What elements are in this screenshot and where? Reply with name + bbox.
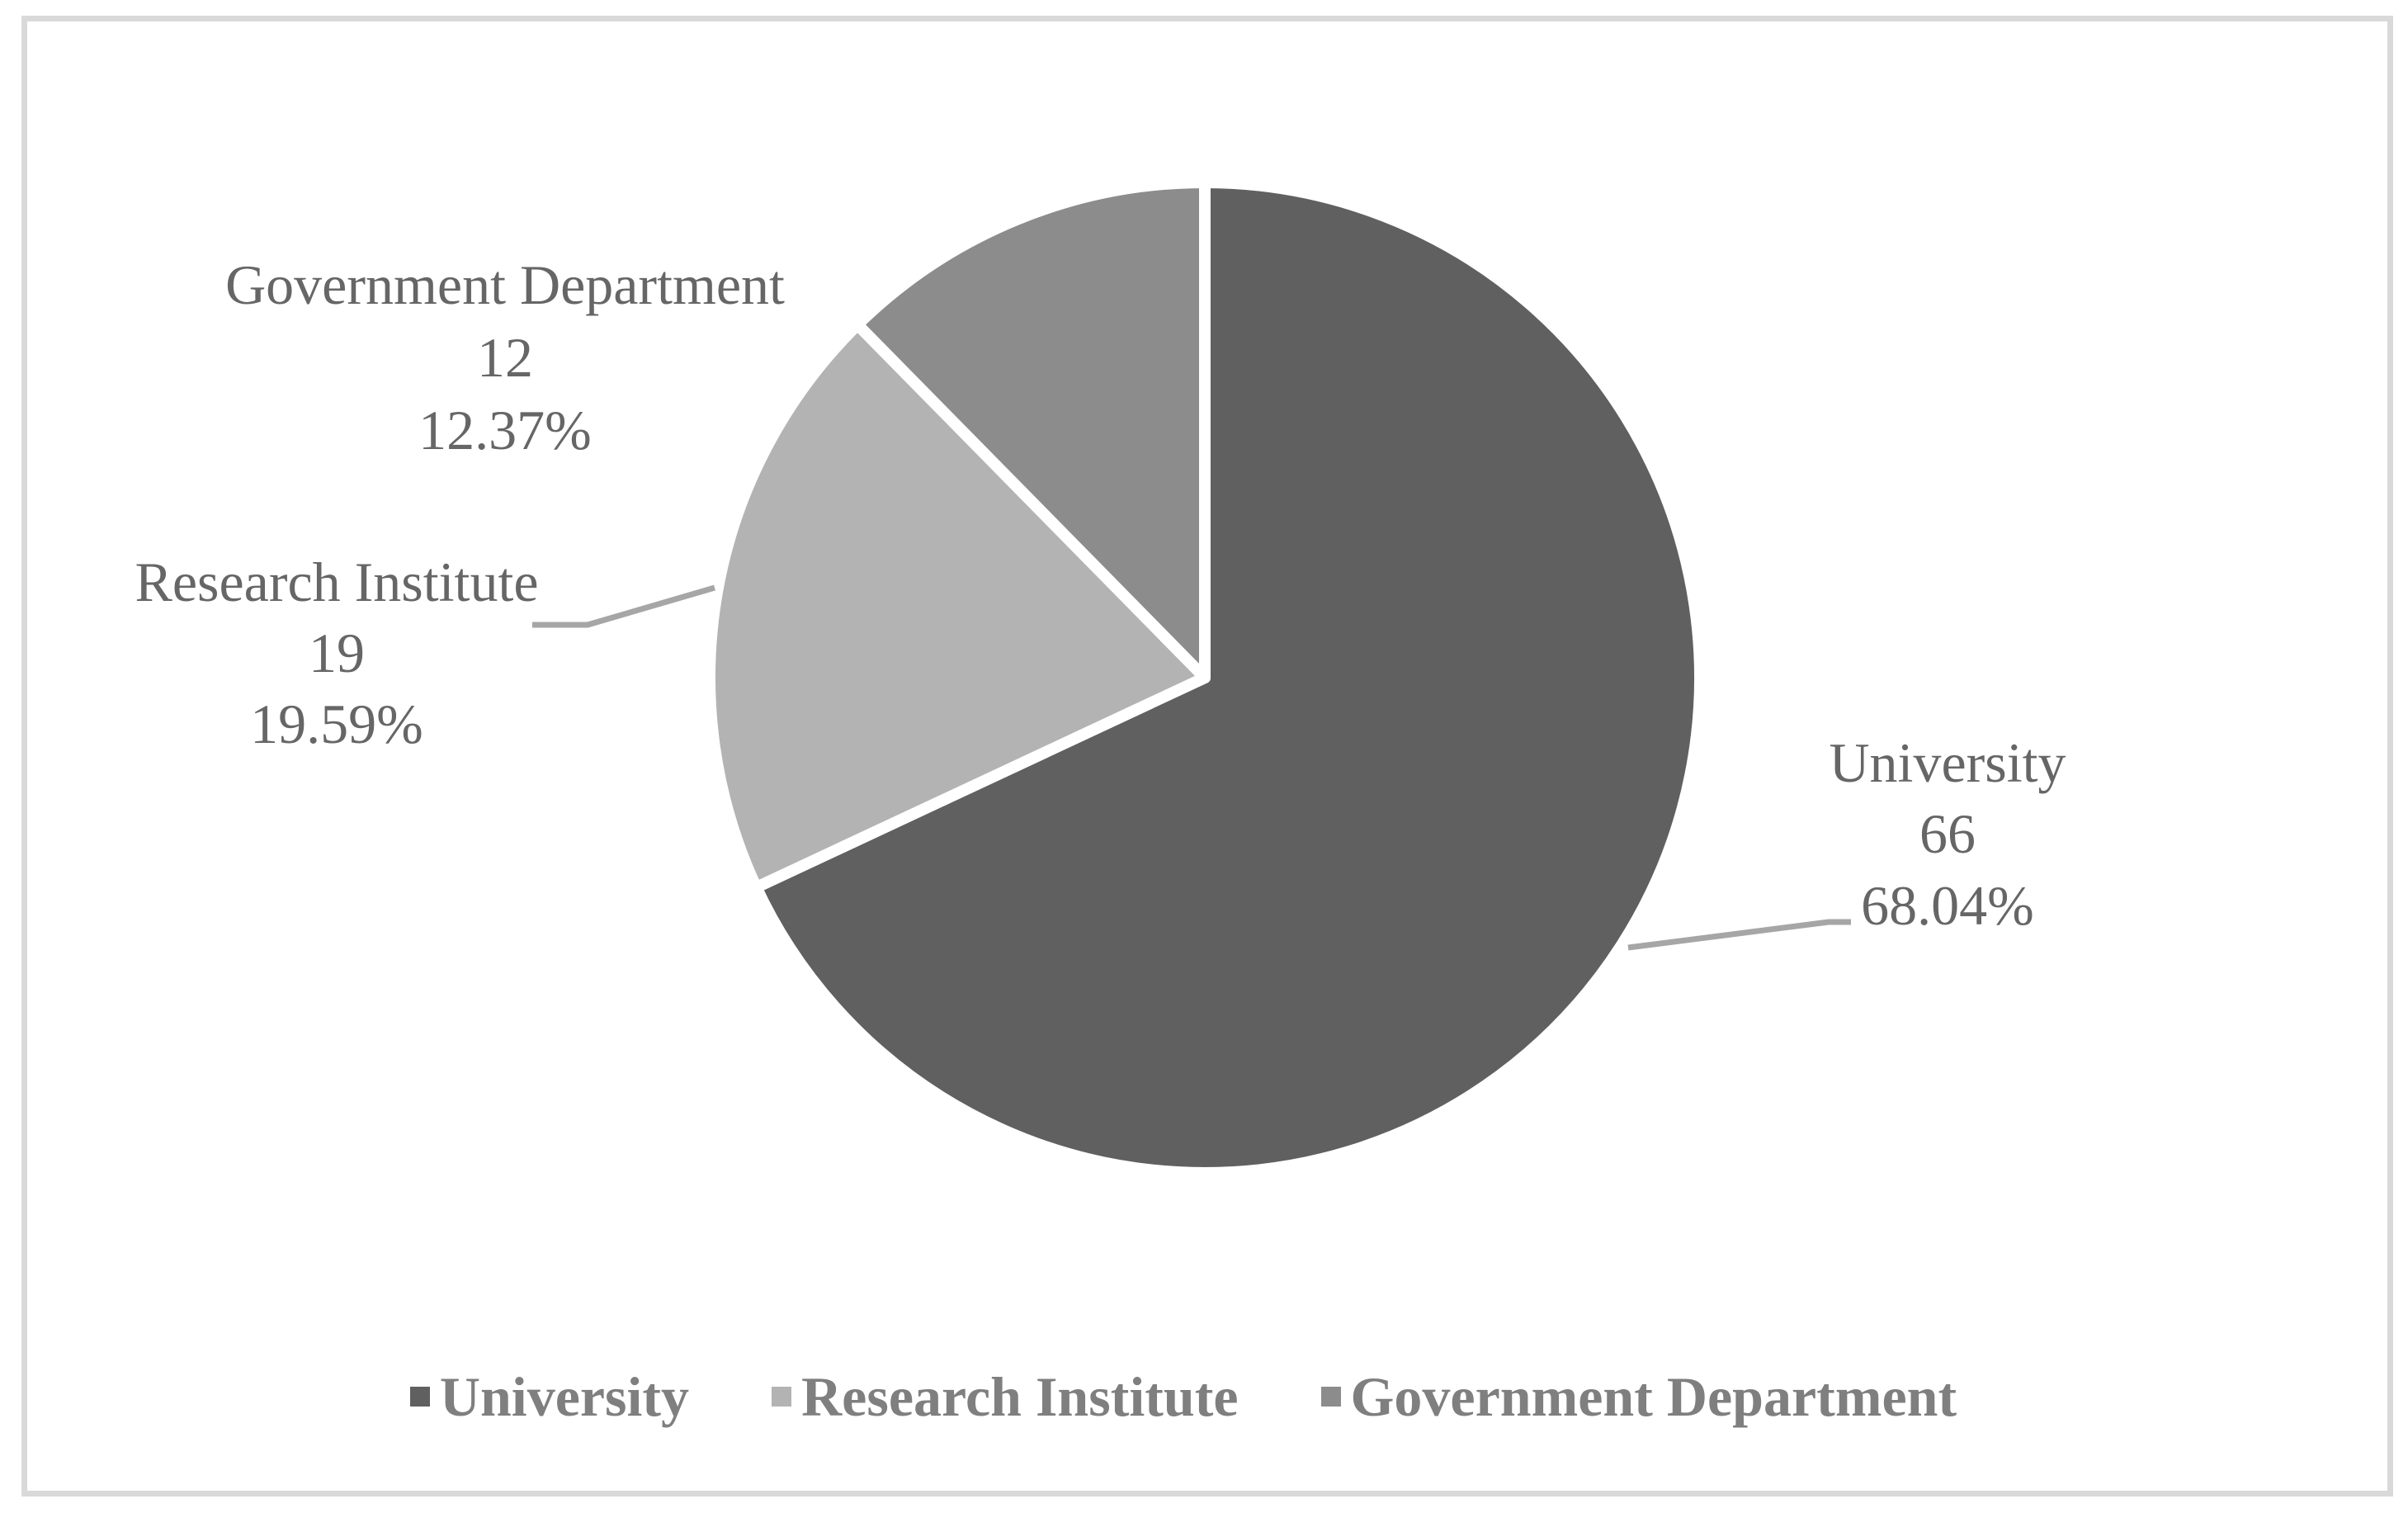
legend: University Research Institute Government… xyxy=(0,1364,2408,1430)
legend-label: University xyxy=(439,1364,690,1428)
label-percent: 12.37% xyxy=(418,399,592,461)
legend-swatch-icon xyxy=(772,1387,792,1407)
label-category: University xyxy=(1829,731,2066,794)
label-percent: 19.59% xyxy=(250,693,423,755)
label-percent: 68.04% xyxy=(1861,874,2034,937)
legend-label: Research Institute xyxy=(801,1364,1239,1428)
pie-slices xyxy=(704,177,1706,1179)
legend-item-university[interactable]: University xyxy=(409,1364,690,1430)
label-value: 12 xyxy=(477,326,533,389)
legend-item-government-department[interactable]: Government Department xyxy=(1320,1364,1957,1430)
legend-label: Government Department xyxy=(1350,1364,1957,1428)
data-label-government: Government Department 12 12.37% xyxy=(225,253,785,461)
label-category: Research Institute xyxy=(135,551,538,613)
leader-line-research xyxy=(532,584,715,628)
legend-swatch-icon xyxy=(1320,1387,1341,1407)
leader-line-university xyxy=(1627,919,1851,951)
slice-research-institute[interactable] xyxy=(704,319,1211,894)
data-label-university: University 66 68.04% xyxy=(1829,731,2066,937)
slice-university[interactable] xyxy=(750,177,1706,1179)
label-category: Government Department xyxy=(225,253,785,316)
label-value: 19 xyxy=(309,622,365,684)
data-label-research: Research Institute 19 19.59% xyxy=(135,551,538,755)
legend-swatch-icon xyxy=(409,1387,430,1407)
slice-government-department[interactable] xyxy=(852,177,1211,683)
legend-item-research-institute[interactable]: Research Institute xyxy=(772,1364,1239,1430)
label-value: 66 xyxy=(1919,802,1976,865)
